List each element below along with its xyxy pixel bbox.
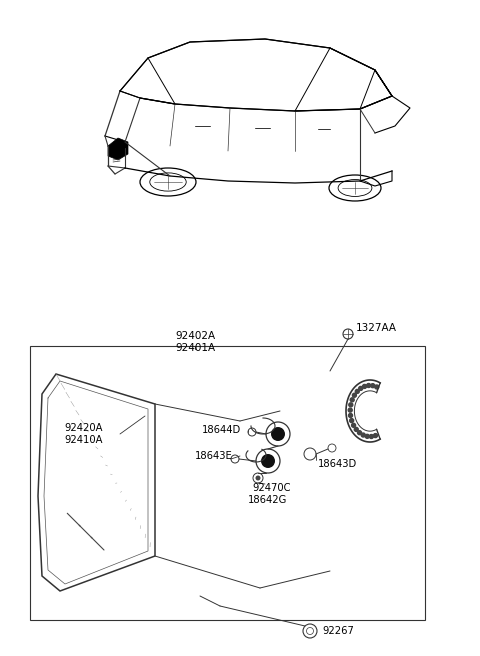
Circle shape: [370, 434, 373, 438]
Text: 1327AA: 1327AA: [356, 323, 397, 333]
Polygon shape: [38, 374, 155, 591]
Circle shape: [255, 476, 261, 480]
Circle shape: [271, 427, 285, 441]
Circle shape: [348, 408, 352, 412]
Circle shape: [362, 384, 367, 388]
Circle shape: [350, 398, 354, 401]
Circle shape: [349, 419, 354, 422]
Text: 92402A: 92402A: [175, 331, 215, 341]
Circle shape: [371, 384, 375, 388]
Circle shape: [361, 433, 365, 437]
Circle shape: [367, 384, 371, 388]
Polygon shape: [108, 138, 128, 160]
Circle shape: [355, 390, 359, 394]
Text: 92401A: 92401A: [175, 343, 215, 353]
Circle shape: [375, 385, 379, 389]
Text: 92267: 92267: [322, 626, 354, 636]
Text: 18643D: 18643D: [318, 459, 357, 469]
Circle shape: [373, 434, 377, 438]
Text: 18643E: 18643E: [195, 451, 233, 461]
Text: 92470C: 92470C: [252, 483, 290, 493]
Circle shape: [352, 393, 356, 398]
Circle shape: [348, 413, 352, 417]
Circle shape: [261, 454, 275, 468]
Text: 92420A: 92420A: [64, 423, 103, 433]
Circle shape: [358, 431, 361, 435]
Text: 18644D: 18644D: [202, 425, 241, 435]
Circle shape: [365, 434, 369, 438]
Text: 92410A: 92410A: [64, 435, 103, 445]
Text: 18642G: 18642G: [248, 495, 288, 505]
Circle shape: [354, 428, 358, 432]
Circle shape: [359, 386, 363, 390]
Circle shape: [351, 423, 356, 427]
Bar: [30, 346, 425, 620]
Circle shape: [349, 403, 353, 407]
